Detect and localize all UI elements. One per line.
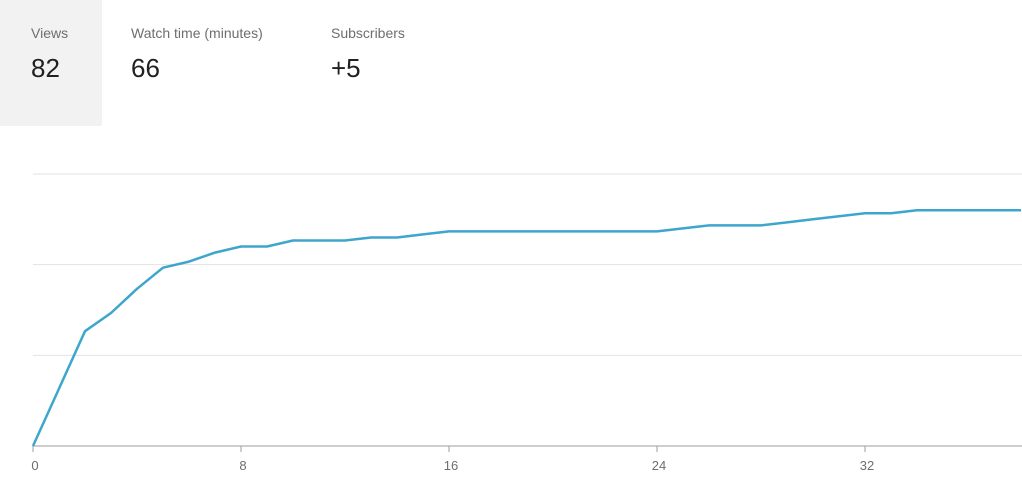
tab-subscribers[interactable]: Subscribers +5 (302, 0, 442, 126)
series-layer (31, 209, 1021, 447)
subscribers-label: Subscribers (331, 25, 405, 41)
watch-time-label: Watch time (minutes) (131, 25, 263, 41)
x-tick-label: 32 (860, 458, 874, 473)
watch-time-value: 66 (131, 53, 160, 83)
x-tick-label: 24 (652, 458, 666, 473)
views-line-chart: 0 8 16 24 32 (0, 126, 1022, 496)
chart-svg: 0 8 16 24 32 (31, 173, 1022, 473)
x-axis (32, 445, 1022, 452)
subscribers-value: +5 (331, 53, 361, 83)
views-label: Views (31, 25, 69, 41)
tab-watch-time[interactable]: Watch time (minutes) 66 (102, 0, 302, 126)
x-tick-label: 16 (444, 458, 458, 473)
x-tick-labels: 0 8 16 24 32 (31, 458, 874, 473)
x-tick-label: 0 (31, 458, 38, 473)
x-tick-label: 8 (239, 458, 246, 473)
grid-layer (33, 173, 1022, 356)
metric-tabs: Views 82 Watch time (minutes) 66 Subscri… (0, 0, 442, 126)
tab-views[interactable]: Views 82 (0, 0, 102, 126)
series-line (31, 209, 1021, 447)
views-value: 82 (31, 53, 60, 83)
